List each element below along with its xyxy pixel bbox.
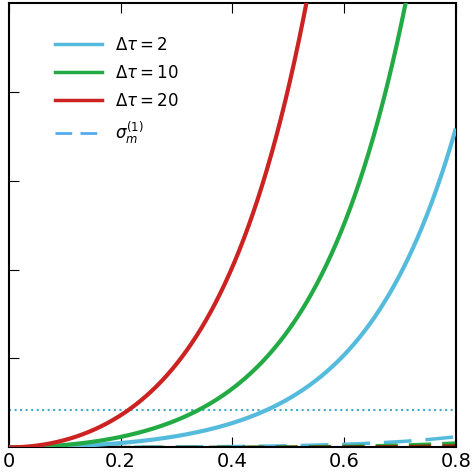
- Legend: $\Delta\tau=2$, $\Delta\tau=10$, $\Delta\tau=20$, $\sigma_m^{(1)}$: $\Delta\tau=2$, $\Delta\tau=10$, $\Delta…: [48, 29, 186, 153]
